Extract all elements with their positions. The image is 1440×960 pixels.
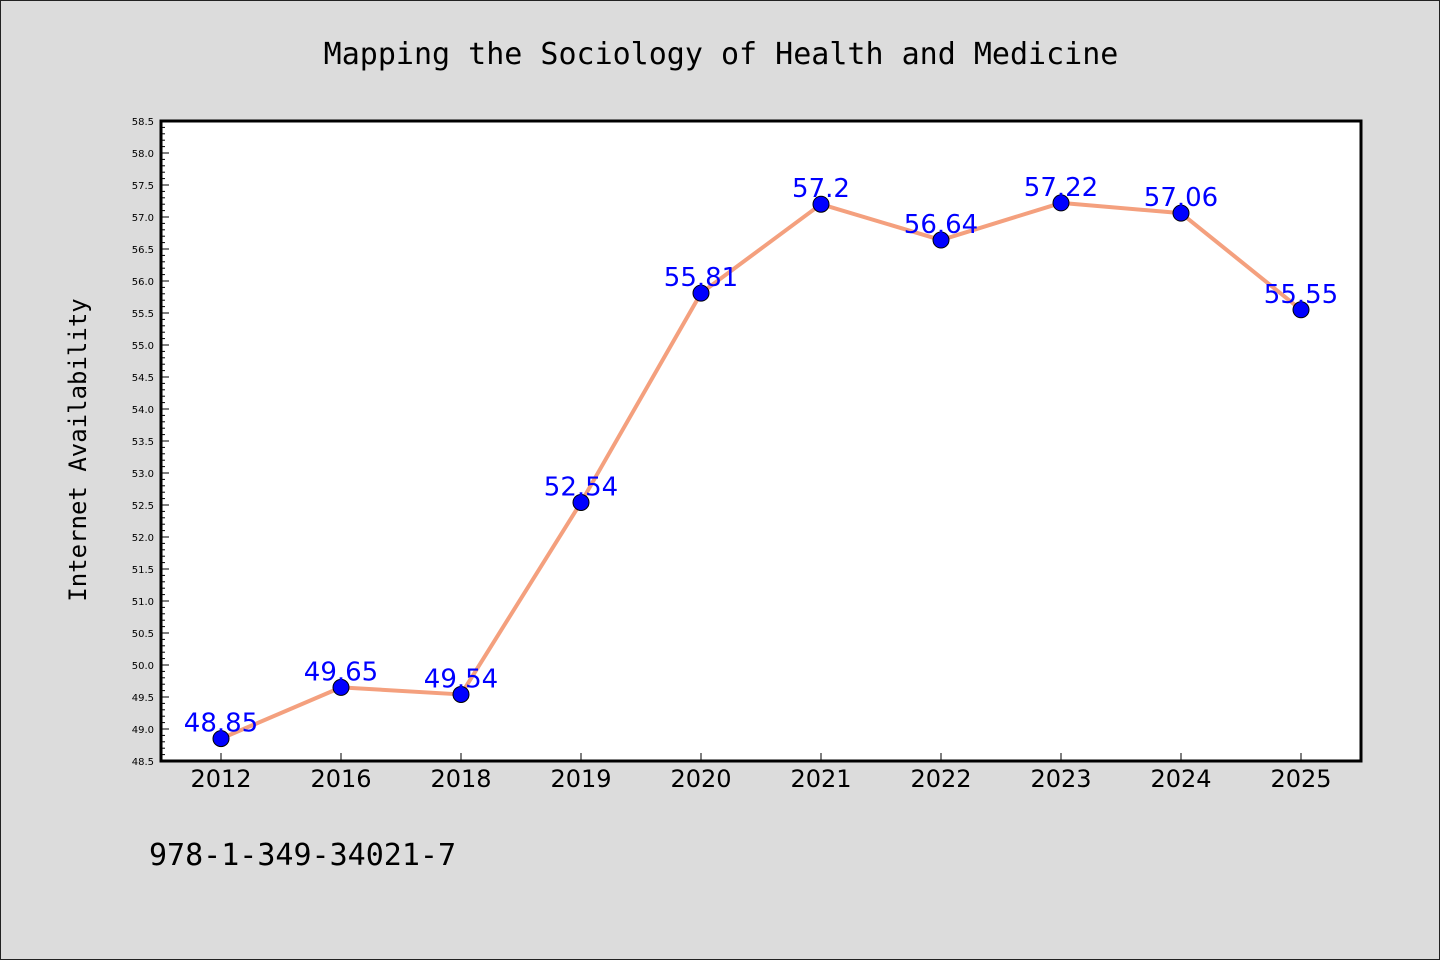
- data-label: 55.55: [1264, 280, 1338, 310]
- data-label: 49.65: [304, 657, 378, 687]
- y-tick-label: 52.5: [132, 501, 154, 512]
- data-label: 57.2: [792, 174, 850, 204]
- y-tick-label: 49.5: [132, 693, 154, 704]
- y-tick-label: 51.5: [132, 565, 154, 576]
- data-point: [1052, 194, 1070, 212]
- x-tick-label: 2022: [910, 765, 971, 793]
- x-tick-label: 2020: [670, 765, 731, 793]
- data-label: 52.54: [544, 472, 618, 502]
- y-tick-label: 49.0: [132, 725, 154, 736]
- y-tick-label: 58.0: [132, 149, 154, 160]
- plot-frame: [159, 119, 1363, 763]
- x-tick-label: 2025: [1270, 765, 1331, 793]
- y-tick-label: 50.5: [132, 629, 154, 640]
- x-tick-label: 2021: [790, 765, 851, 793]
- series-line: [220, 200, 1303, 741]
- x-tick-label: 2016: [310, 765, 371, 793]
- series-group: 48.85 49.65 49.54 52.54 55.81 57.2 56.64 57.22 5…: [184, 173, 1338, 748]
- y-tick-label: 53.0: [132, 469, 154, 480]
- footer-isbn: 978-1-349-34021-7: [149, 838, 456, 873]
- y-tick-label: 53.5: [132, 437, 154, 448]
- y-tick-label: 51.0: [132, 597, 154, 608]
- x-tick-label: 2023: [1030, 765, 1091, 793]
- data-label: 56.64: [904, 210, 978, 240]
- y-tick-label: 56.5: [132, 245, 154, 256]
- y-tick-label: 58.5: [132, 117, 154, 128]
- plot-area: [161, 121, 1361, 761]
- y-axis-ticks: 48.5 49.0 49.5 50.0 50.5 51.0 51.5 52.0 52.5 53.0…: [132, 117, 169, 768]
- data-label: 57.22: [1024, 173, 1098, 203]
- data-point: [332, 678, 350, 696]
- x-tick-label: 2019: [550, 765, 611, 793]
- x-tick-label: 2024: [1150, 765, 1211, 793]
- y-tick-label: 52.0: [132, 533, 154, 544]
- data-point: [1172, 204, 1190, 222]
- y-tick-label: 55.5: [132, 309, 154, 320]
- y-tick-label: 54.0: [132, 405, 154, 416]
- y-tick-label: 55.0: [132, 341, 154, 352]
- data-point: [452, 685, 470, 703]
- chart-title: Mapping the Sociology of Health and Medi…: [324, 37, 1119, 72]
- data-point: [692, 284, 710, 302]
- y-tick-label: 48.5: [132, 757, 154, 768]
- data-label: 49.54: [424, 664, 498, 694]
- x-axis-ticks: 2012 2016 2018 2019 2020 2021 2022 2023 2024 2025: [190, 753, 1332, 793]
- data-label: 48.85: [184, 709, 258, 739]
- data-point: [932, 231, 950, 249]
- y-tick-label: 56.0: [132, 277, 154, 288]
- y-axis-label: Internet Availability: [64, 298, 92, 601]
- data-label: 57.06: [1144, 183, 1218, 213]
- y-tick-label: 50.0: [132, 661, 154, 672]
- data-point: [212, 730, 230, 748]
- data-point: [1292, 301, 1310, 319]
- y-tick-label: 54.5: [132, 373, 154, 384]
- x-tick-label: 2018: [430, 765, 491, 793]
- data-label: 55.81: [664, 263, 738, 293]
- data-point: [572, 493, 590, 511]
- data-point: [812, 195, 830, 213]
- y-tick-label: 57.0: [132, 213, 154, 224]
- y-tick-label: 57.5: [132, 181, 154, 192]
- x-tick-label: 2012: [190, 765, 251, 793]
